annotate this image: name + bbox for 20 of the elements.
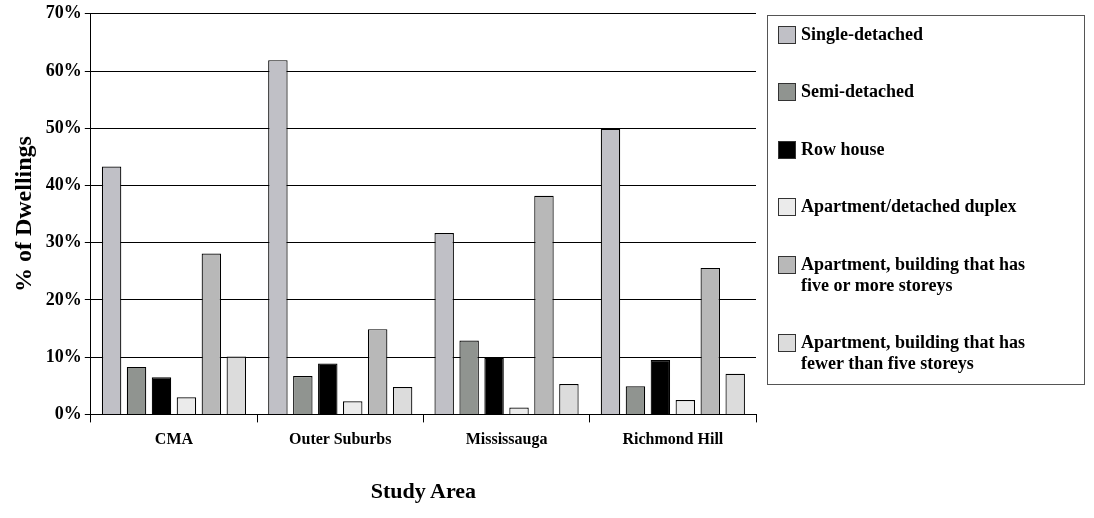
x-axis-title: Study Area [370,478,477,504]
legend-label: Semi-detached [801,81,914,103]
x-tick-label: Richmond Hill [622,430,724,448]
y-tick-label: 40% [45,174,82,195]
legend-label: Apartment, building that has five or more storeys [801,253,1027,296]
y-axis-title: % of Dwellings [9,136,36,293]
y-tick-label: 60% [45,59,82,80]
x-tick-label: Mississauga [465,430,548,449]
x-tick-label: CMA [154,430,194,448]
legend-label: Apartment, building that has fewer than five storeys [801,331,1027,374]
x-tick-label: Outer Suburbs [289,430,392,448]
y-tick-label: 30% [45,231,82,252]
y-tick-label: 50% [45,116,82,137]
legend-label: Apartment/detached duplex [801,196,1017,218]
y-tick-label: 70% [45,2,82,23]
legend-label: Single-detached [801,24,924,45]
y-tick-label: 20% [45,288,82,309]
legend-label: Row house [801,138,885,160]
y-tick-label: 0% [54,403,82,424]
y-tick-label: 10% [45,345,82,366]
